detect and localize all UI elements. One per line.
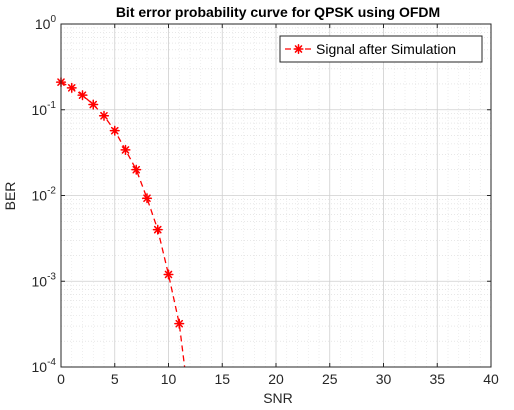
y-ticks: 10-4 10-3 10-2 10-1 100 [32, 14, 491, 375]
y-axis-label: BER [2, 182, 18, 211]
data-point-marker [141, 193, 153, 204]
x-tick-label: 5 [111, 371, 119, 387]
legend-asterisk-marker [293, 43, 304, 55]
x-tick-label: 25 [322, 371, 338, 387]
x-tick-label: 0 [57, 371, 65, 387]
y-tick-label: 10-2 [32, 186, 57, 204]
data-point-marker [174, 318, 185, 329]
data-point-marker [163, 269, 174, 280]
x-tick-label: 10 [161, 371, 177, 387]
x-tick-label: 40 [483, 371, 499, 387]
data-point-marker [131, 164, 142, 175]
series-markers [55, 77, 185, 329]
x-tick-label: 20 [268, 371, 284, 387]
data-point-marker [120, 144, 131, 155]
data-point-marker [98, 110, 110, 121]
x-tick-label: 30 [376, 371, 392, 387]
y-tick-label: 10-4 [32, 357, 57, 375]
y-tick-label: 100 [35, 14, 57, 32]
y-tick-label: 10-1 [32, 100, 57, 118]
x-axis-label: SNR [263, 390, 293, 406]
data-point-marker [109, 125, 120, 136]
chart-title: Bit error probability curve for QPSK usi… [116, 4, 440, 20]
data-point-marker [152, 224, 163, 235]
x-tick-label: 15 [214, 371, 230, 387]
data-point-marker [77, 90, 88, 101]
legend-entry-label: Signal after Simulation [316, 41, 456, 57]
x-ticks: 0 5 10 15 20 25 30 35 40 [57, 24, 499, 387]
legend-box [279, 35, 483, 63]
legend-marker [293, 43, 304, 55]
data-point-marker [66, 82, 77, 93]
data-point-marker [88, 99, 99, 110]
legend: Signal after Simulation [279, 35, 483, 63]
y-tick-label: 10-3 [32, 271, 57, 289]
x-tick-label: 35 [429, 371, 445, 387]
